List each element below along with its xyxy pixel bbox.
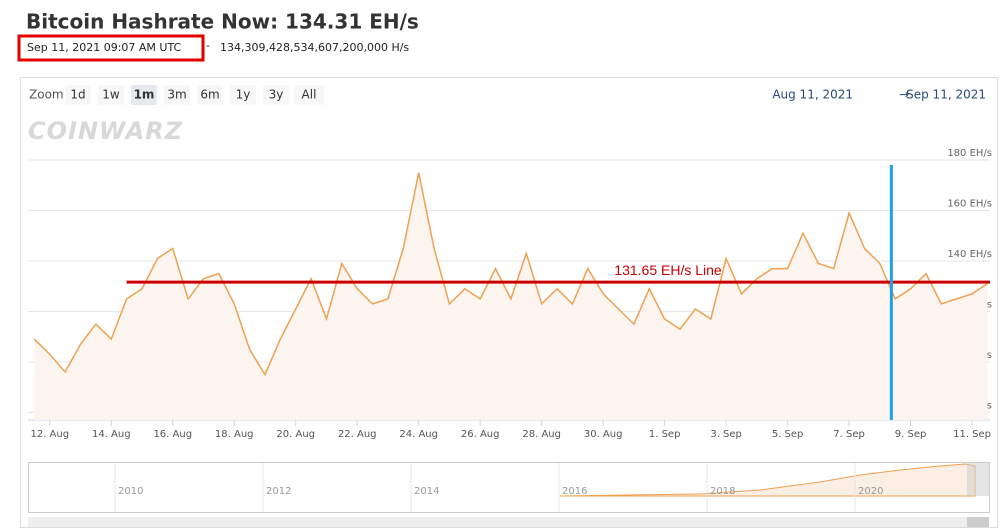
zoom-button-label[interactable]: 6m	[200, 88, 219, 102]
zoom-button-label[interactable]: 1w	[102, 88, 120, 102]
x-tick-label: 14. Aug	[92, 429, 131, 440]
navigator-label: 2010	[118, 486, 143, 497]
y-tick-label: 180 EH/s	[947, 148, 992, 159]
x-tick-label: 26. Aug	[461, 429, 500, 440]
y-tick-label: 160 EH/s	[947, 199, 992, 210]
navigator-label: 2014	[414, 486, 439, 497]
zoom-button[interactable]	[294, 85, 324, 105]
zoom-button[interactable]	[65, 85, 91, 105]
x-tick-label: 18. Aug	[215, 429, 254, 440]
timestamp: Sep 11, 2021 09:07 AM UTC	[27, 41, 182, 54]
zoom-button-label[interactable]: All	[302, 88, 317, 102]
zoom-button-label[interactable]: 1m	[134, 88, 155, 102]
zoom-button[interactable]	[197, 85, 223, 105]
range-from: Aug 11, 2021	[772, 88, 853, 102]
zoom-button-label[interactable]: 3m	[167, 88, 186, 102]
scrollbar[interactable]	[28, 517, 989, 527]
zoom-button-label[interactable]: 1d	[70, 88, 85, 102]
zoom-button[interactable]	[164, 85, 190, 105]
x-tick-label: 28. Aug	[522, 429, 561, 440]
range-to: Sep 11, 2021	[906, 88, 986, 102]
x-tick-label: 24. Aug	[399, 429, 438, 440]
y-tick-label: 140 EH/s	[947, 249, 992, 260]
zoom-button-label[interactable]: 3y	[269, 88, 284, 102]
x-tick-label: 11. Sep	[953, 429, 991, 440]
separator: -	[206, 39, 210, 52]
x-tick-label: 5. Sep	[772, 429, 804, 440]
zoom-button[interactable]	[98, 85, 124, 105]
zoom-button[interactable]	[131, 85, 157, 105]
highlight-box	[17, 34, 205, 62]
navigator-label: 2020	[858, 486, 883, 497]
line	[33, 172, 988, 377]
reference-line-label: 131.65 EH/s Line	[614, 262, 722, 278]
zoom-label: Zoom	[29, 88, 64, 102]
x-tick-label: 16. Aug	[153, 429, 192, 440]
x-tick-label: 1. Sep	[649, 429, 681, 440]
x-tick-label: 12. Aug	[30, 429, 69, 440]
x-tick-label: 20. Aug	[276, 429, 315, 440]
zoom-button-label[interactable]: 1y	[236, 88, 251, 102]
navigator-label: 2018	[710, 486, 735, 497]
navigator-label: 2016	[562, 486, 587, 497]
scrollbar-thumb[interactable]	[967, 517, 989, 527]
title: Bitcoin Hashrate Now: 134.31 EH/s	[26, 10, 419, 34]
zoom-button[interactable]	[263, 85, 289, 105]
navigator-label: 2012	[266, 486, 291, 497]
navigator-window[interactable]	[967, 462, 989, 496]
x-tick-label: 9. Sep	[895, 429, 927, 440]
watermark: COINWARZ	[28, 117, 183, 145]
x-tick-label: 7. Sep	[833, 429, 865, 440]
x-tick-label: 30. Aug	[584, 429, 623, 440]
zoom-button[interactable]	[230, 85, 256, 105]
x-tick-label: 3. Sep	[710, 429, 742, 440]
range-arrow: →	[899, 88, 909, 102]
raw-hashrate: 134,309,428,534,607,200,000 H/s	[220, 41, 409, 54]
x-tick-label: 22. Aug	[338, 429, 377, 440]
